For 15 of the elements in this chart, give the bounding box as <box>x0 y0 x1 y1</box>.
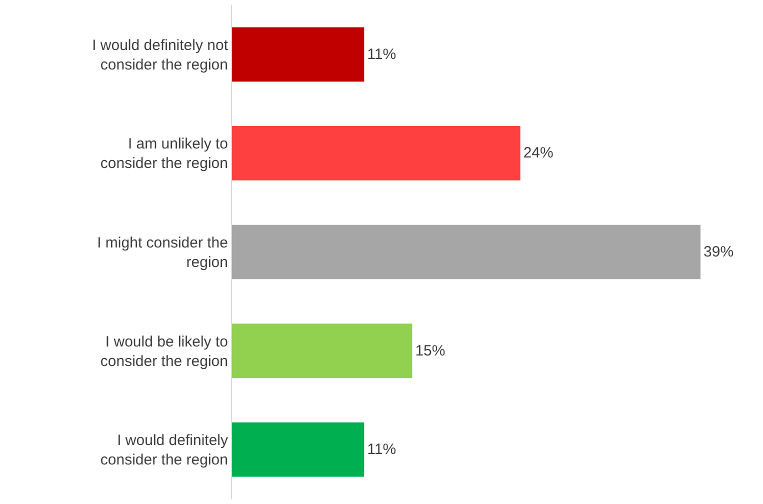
bar <box>232 126 520 180</box>
y-tick-label: I would be likely to consider the region <box>100 333 228 370</box>
bar <box>232 422 364 477</box>
data-label: 11% <box>367 441 396 458</box>
data-label: 15% <box>415 342 446 360</box>
data-label: 24% <box>523 144 554 162</box>
data-label: 39% <box>704 244 734 260</box>
bar <box>232 27 364 82</box>
y-tick-label: I might consider the region <box>97 234 228 271</box>
bar <box>232 324 412 378</box>
data-label: 11% <box>367 46 396 63</box>
y-tick-label: I would definitely not consider the region <box>92 36 229 74</box>
bar <box>232 224 701 280</box>
y-tick-label: I would definitely consider the region <box>100 432 228 469</box>
y-tick-label: I am unlikely to consider the region <box>100 136 228 172</box>
